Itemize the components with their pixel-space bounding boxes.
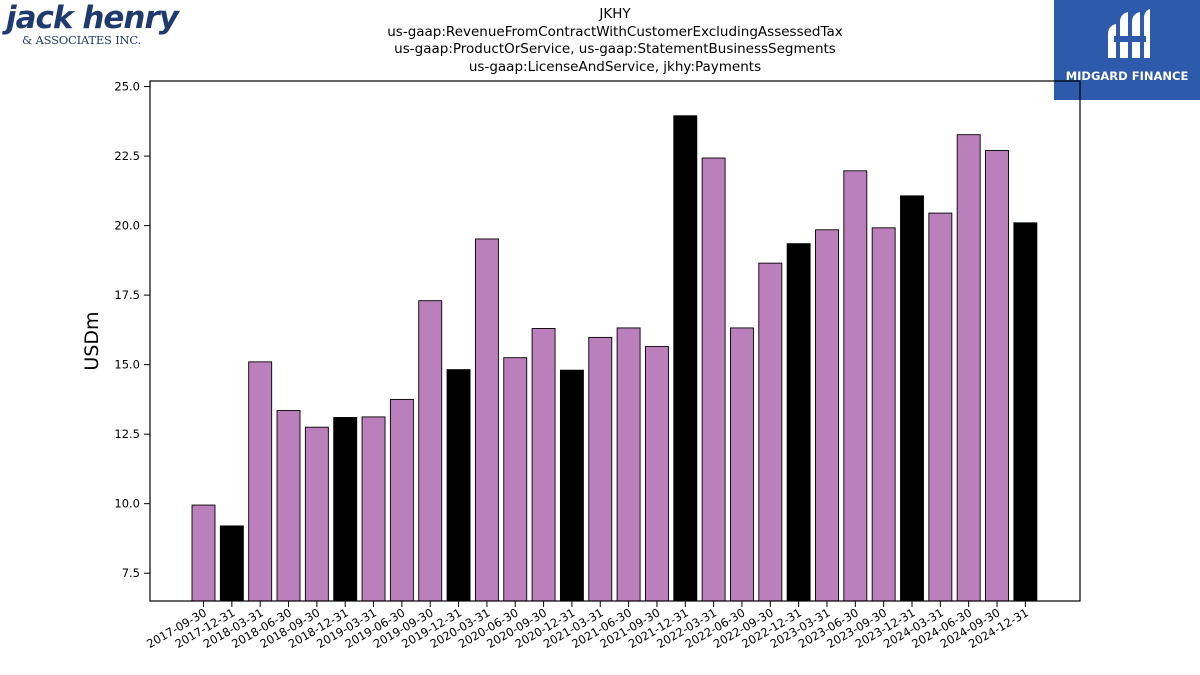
bar-2017-09-30 <box>191 504 216 602</box>
bar-2018-03-31 <box>248 361 273 602</box>
bar-2024-12-31 <box>1013 222 1038 602</box>
bar-2019-09-30 <box>418 300 443 602</box>
logo-sub-text: & ASSOCIATES INC. <box>22 33 142 47</box>
midgard-finance-logo: MIDGARD FINANCE <box>1054 0 1200 100</box>
bar-2024-09-30 <box>985 150 1009 602</box>
y-tick-label: 10.0 <box>114 497 140 511</box>
bar-2019-12-31 <box>446 369 471 602</box>
bar-2023-12-31 <box>900 195 924 602</box>
bar-2022-09-30 <box>758 262 783 602</box>
x-axis: 2017-09-302017-12-312018-03-312018-06-30… <box>144 601 1031 651</box>
logo-right-text: MIDGARD FINANCE <box>1065 69 1189 83</box>
y-tick-label: 25.0 <box>114 80 140 94</box>
y-tick-label: 15.0 <box>114 358 140 372</box>
bar-2020-03-31 <box>474 238 499 602</box>
chart-subtitle-3: us-gaap:LicenseAndService, jkhy:Payments <box>468 58 762 75</box>
bar-2019-06-30 <box>389 398 414 602</box>
bars-group <box>191 115 1038 602</box>
bar-2022-06-30 <box>730 327 754 602</box>
bar-2020-06-30 <box>503 357 528 602</box>
bar-2021-03-31 <box>588 336 613 602</box>
y-tick-label: 22.5 <box>114 149 140 163</box>
bar-2018-06-30 <box>276 410 301 602</box>
bar-2022-12-31 <box>786 243 811 602</box>
logo-brand-text: jack henry <box>6 0 179 36</box>
bar-2017-12-31 <box>219 525 244 602</box>
bar-2020-09-30 <box>531 328 556 602</box>
bar-2021-06-30 <box>616 327 641 602</box>
bar-2022-03-31 <box>701 157 726 602</box>
bar-2024-06-30 <box>956 134 981 602</box>
bar-2023-03-31 <box>815 229 839 602</box>
plot-frame <box>149 80 1081 602</box>
jack-henry-logo: jack henry & ASSOCIATES INC. <box>6 2 186 46</box>
y-axis-label: USDm <box>81 311 103 370</box>
bar-2020-12-31 <box>559 369 584 602</box>
bar-2021-12-31 <box>673 115 698 602</box>
bar-2024-03-31 <box>928 212 953 602</box>
chart-subtitle-1: us-gaap:RevenueFromContractWithCustomerE… <box>387 23 843 40</box>
chart-title: JKHY <box>599 6 631 22</box>
bar-2023-06-30 <box>843 170 868 602</box>
bar-2018-09-30 <box>304 426 329 602</box>
chart-titles: JKHY us-gaap:RevenueFromContractWithCust… <box>300 6 930 76</box>
chart-subtitle-2: us-gaap:ProductOrService, us-gaap:Statem… <box>394 41 836 57</box>
bar-2023-09-30 <box>871 227 896 602</box>
bar-2018-12-31 <box>333 417 358 602</box>
bar-2019-03-31 <box>361 416 386 602</box>
midgard-emblem-icon <box>1108 9 1150 58</box>
y-tick-label: 17.5 <box>114 288 140 302</box>
y-tick-label: 7.5 <box>122 566 140 580</box>
y-tick-label: 20.0 <box>114 219 140 233</box>
y-tick-label: 12.5 <box>114 427 140 441</box>
y-axis: 7.5 10.0 12.5 15.0 17.5 20.0 22.5 25.0 <box>114 80 150 580</box>
bar-2021-09-30 <box>644 346 669 602</box>
